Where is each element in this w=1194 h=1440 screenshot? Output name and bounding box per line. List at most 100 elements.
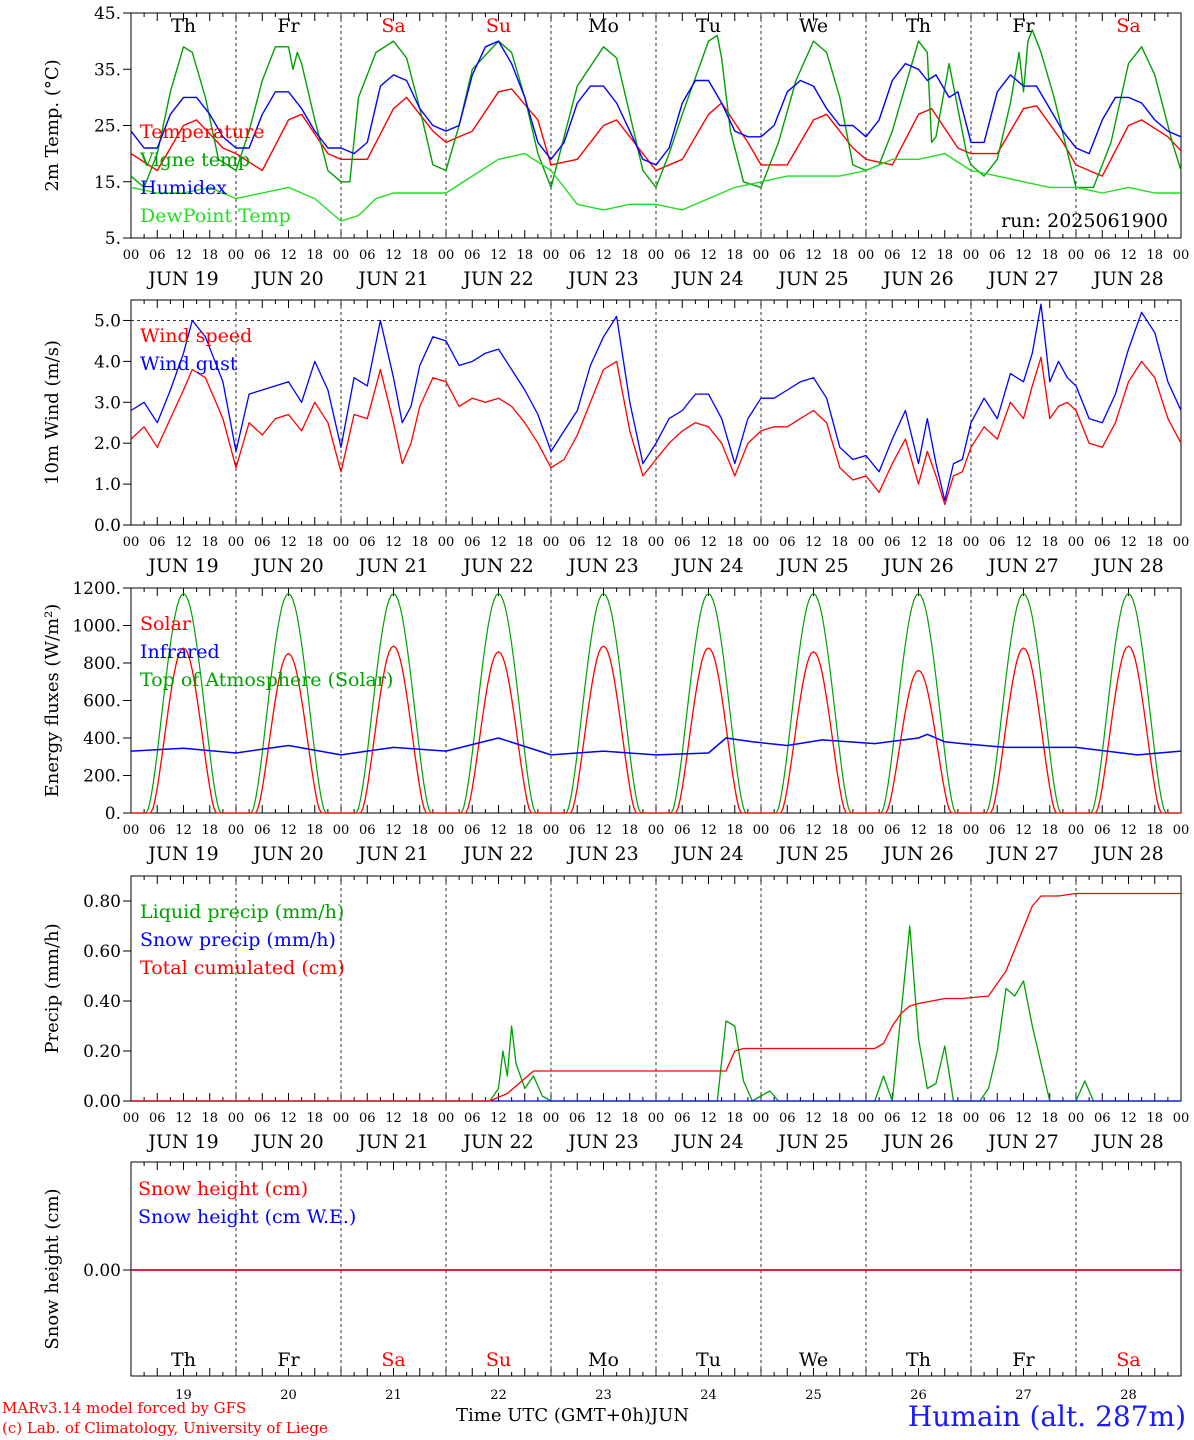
hour-tick-label: 00: [648, 248, 665, 263]
hour-tick-label: 06: [149, 535, 166, 550]
hour-tick-label: 18: [306, 535, 323, 550]
date-label: JUN 26: [881, 843, 953, 865]
hour-tick-label: 00: [858, 535, 875, 550]
date-label: JUN 21: [356, 268, 428, 290]
day-number-label: 19: [175, 1388, 192, 1403]
y-tick-label: 35.: [94, 60, 121, 80]
hour-tick-label: 12: [1015, 1111, 1032, 1126]
hour-tick-label: 00: [543, 823, 560, 838]
hour-tick-label: 12: [595, 248, 612, 263]
hour-tick-label: 06: [674, 248, 691, 263]
series-line-humidex: [130, 40, 1182, 166]
date-label: JUN 28: [1091, 843, 1163, 865]
hour-tick-label: 06: [254, 248, 271, 263]
hour-tick-label: 00: [963, 823, 980, 838]
series-line-wind-speed: [130, 356, 1182, 506]
hour-tick-label: 06: [989, 535, 1006, 550]
hour-tick-label: 00: [1173, 248, 1190, 263]
weekday-label: Th: [906, 15, 931, 37]
hour-tick-label: 06: [884, 535, 901, 550]
y-axis-label: 2m Temp. (°C): [42, 59, 63, 191]
hour-tick-label: 06: [464, 535, 481, 550]
series-line-total-cumulated-cm-: [131, 892, 1181, 1102]
day-number-label: 28: [1120, 1388, 1137, 1403]
hour-tick-label: 06: [149, 248, 166, 263]
hour-tick-label: 18: [936, 1111, 953, 1126]
y-tick-label: 5.0: [94, 311, 121, 331]
day-number-label: 22: [490, 1388, 507, 1403]
hour-tick-label: 00: [228, 823, 245, 838]
weekday-label: Th: [906, 1349, 931, 1371]
hour-tick-label: 00: [228, 248, 245, 263]
hour-tick-label: 06: [1094, 248, 1111, 263]
hour-tick-label: 18: [621, 1111, 638, 1126]
day-number-label: 24: [700, 1388, 717, 1403]
hour-tick-label: 00: [648, 823, 665, 838]
hour-tick-label: 12: [490, 1111, 507, 1126]
hour-tick-label: 06: [569, 535, 586, 550]
hour-tick-label: 18: [1146, 823, 1163, 838]
date-label: JUN 27: [986, 1131, 1058, 1153]
weekday-label: Tu: [696, 15, 721, 37]
panel-frame: [130, 299, 1182, 526]
hour-tick-label: 06: [989, 823, 1006, 838]
hour-tick-label: 00: [123, 1111, 140, 1126]
date-label: JUN 21: [356, 1131, 428, 1153]
hour-tick-label: 06: [884, 248, 901, 263]
y-tick-label: 1.0: [94, 475, 121, 495]
hour-tick-label: 06: [989, 248, 1006, 263]
date-label: JUN 27: [986, 843, 1058, 865]
date-label: JUN 27: [986, 268, 1058, 290]
hour-tick-label: 00: [1173, 535, 1190, 550]
hour-tick-label: 00: [123, 248, 140, 263]
date-label: JUN 23: [566, 555, 638, 577]
hour-tick-label: 06: [359, 535, 376, 550]
hour-tick-label: 18: [201, 1111, 218, 1126]
hour-tick-label: 12: [1120, 248, 1137, 263]
hour-tick-label: 00: [333, 1111, 350, 1126]
date-label: JUN 20: [251, 268, 323, 290]
y-tick-label: 0.00: [83, 1092, 121, 1112]
weekday-label: Sa: [381, 1349, 405, 1371]
hour-tick-label: 06: [674, 823, 691, 838]
hour-tick-label: 00: [858, 1111, 875, 1126]
hour-tick-label: 00: [123, 823, 140, 838]
hour-tick-label: 06: [359, 823, 376, 838]
hour-tick-label: 06: [254, 1111, 271, 1126]
hour-tick-label: 00: [1173, 823, 1190, 838]
hour-tick-label: 00: [438, 535, 455, 550]
hour-tick-label: 18: [306, 1111, 323, 1126]
date-label: JUN 24: [671, 555, 743, 577]
y-axis-label: 10m Wind (m/s): [42, 340, 63, 485]
hour-tick-label: 12: [490, 535, 507, 550]
hour-tick-label: 00: [648, 1111, 665, 1126]
hour-tick-label: 06: [149, 823, 166, 838]
date-label: JUN 28: [1091, 1131, 1163, 1153]
day-number-label: 26: [910, 1388, 927, 1403]
series-line-infrared: [130, 733, 1182, 756]
hour-tick-label: 18: [201, 248, 218, 263]
weekday-label: Th: [171, 1349, 196, 1371]
date-label: JUN 22: [461, 555, 533, 577]
hour-tick-label: 00: [1068, 535, 1085, 550]
hour-tick-label: 00: [753, 248, 770, 263]
hour-tick-label: 12: [805, 535, 822, 550]
date-label: JUN 23: [566, 843, 638, 865]
weekday-label: Su: [486, 15, 511, 37]
legend-entry: Snow height (cm): [138, 1178, 308, 1200]
hour-tick-label: 06: [569, 1111, 586, 1126]
y-tick-label: 3.0: [94, 393, 121, 413]
hour-tick-label: 18: [306, 823, 323, 838]
run-label: run: 2025061900: [1001, 210, 1168, 232]
hour-tick-label: 18: [831, 1111, 848, 1126]
hour-tick-label: 00: [543, 1111, 560, 1126]
date-label: JUN 19: [146, 1131, 218, 1153]
weekday-label: Sa: [1116, 1349, 1140, 1371]
legend-entry: DewPoint Temp: [140, 205, 291, 227]
date-label: JUN 26: [881, 1131, 953, 1153]
date-label: JUN 23: [566, 268, 638, 290]
hour-tick-label: 06: [779, 823, 796, 838]
hour-tick-label: 00: [438, 1111, 455, 1126]
hour-tick-label: 12: [1120, 823, 1137, 838]
hour-tick-label: 12: [490, 823, 507, 838]
